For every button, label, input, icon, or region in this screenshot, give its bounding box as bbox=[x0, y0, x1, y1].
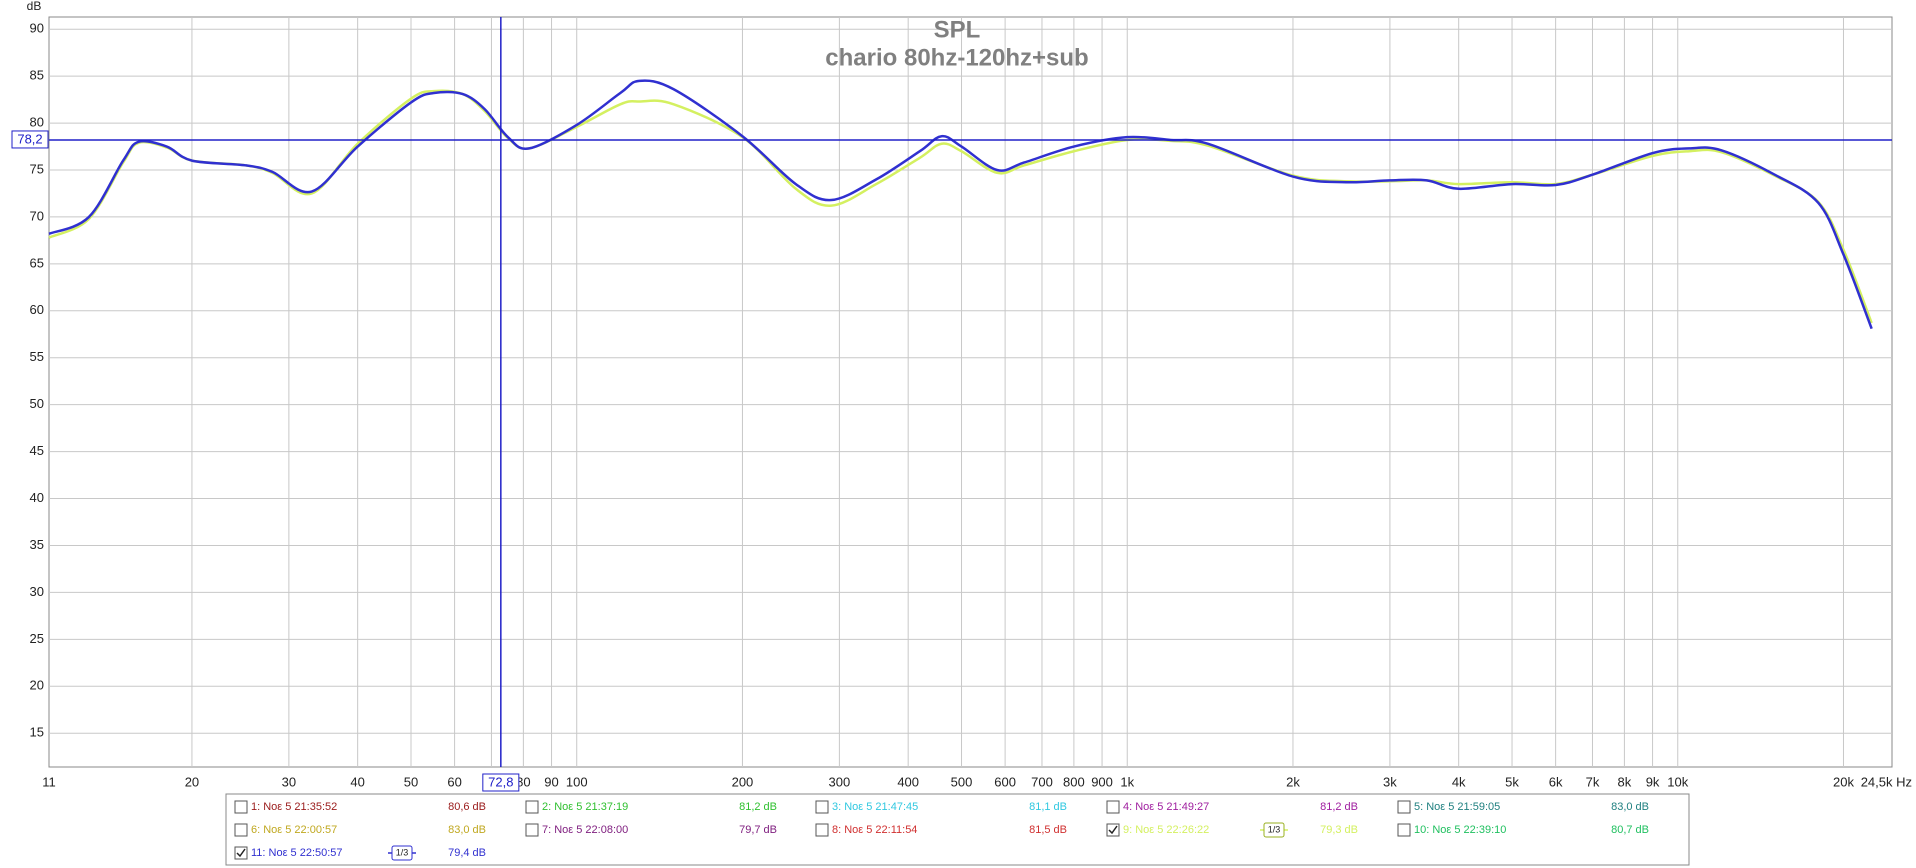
x-tick-label: 200 bbox=[732, 774, 754, 789]
y-tick-label: 65 bbox=[30, 255, 44, 270]
y-tick-label: 35 bbox=[30, 537, 44, 552]
legend-entry[interactable]: 1: Νοε 5 21:35:52 bbox=[251, 801, 337, 813]
legend-box bbox=[225, 793, 1690, 866]
legend-checkbox[interactable] bbox=[1397, 800, 1411, 814]
legend-entry[interactable]: 3: Νοε 5 21:47:45 bbox=[832, 801, 918, 813]
x-tick-label: 60 bbox=[447, 774, 461, 789]
cursor-y-label: 78,2 bbox=[17, 131, 42, 146]
legend-entry[interactable]: 7: Νοε 5 22:08:00 bbox=[542, 824, 628, 836]
smoothing-label: 1/3 bbox=[396, 847, 409, 857]
y-tick-label: 55 bbox=[30, 349, 44, 364]
y-tick-label: 15 bbox=[30, 725, 44, 740]
x-tick-label: 3k bbox=[1383, 774, 1397, 789]
cursor-y-box bbox=[11, 130, 49, 149]
x-tick-label: 6k bbox=[1549, 774, 1563, 789]
y-tick-label: 30 bbox=[30, 584, 44, 599]
legend-checkbox[interactable] bbox=[234, 800, 248, 814]
legend-level: 83,0 dB bbox=[1611, 801, 1649, 813]
x-tick-label: 11 bbox=[42, 774, 56, 789]
x-tick-label: 20k bbox=[1833, 774, 1854, 789]
y-tick-label: 20 bbox=[30, 678, 44, 693]
x-tick-label: 5k bbox=[1505, 774, 1519, 789]
x-tick-label: 8k bbox=[1618, 774, 1632, 789]
legend-level: 81,5 dB bbox=[1029, 824, 1067, 836]
legend-level: 80,6 dB bbox=[448, 801, 486, 813]
y-tick-label: 50 bbox=[30, 396, 44, 411]
y-tick-label: 75 bbox=[30, 161, 44, 176]
y-tick-label: 45 bbox=[30, 443, 44, 458]
y-tick-label: 80 bbox=[30, 115, 44, 130]
legend-checkbox[interactable] bbox=[815, 800, 829, 814]
legend-entry[interactable]: 8: Νοε 5 22:11:54 bbox=[832, 824, 917, 836]
x-tick-label: 30 bbox=[282, 774, 296, 789]
y-tick-label: 85 bbox=[30, 68, 44, 83]
x-tick-label: 800 bbox=[1063, 774, 1085, 789]
legend-level: 79,7 dB bbox=[739, 824, 777, 836]
y-tick-label: 40 bbox=[30, 490, 44, 505]
legend-level: 79,3 dB bbox=[1320, 824, 1358, 836]
x-tick-label: 40 bbox=[350, 774, 364, 789]
x-tick-label: 9k bbox=[1646, 774, 1660, 789]
x-tick-label: 50 bbox=[404, 774, 418, 789]
plot-area bbox=[48, 16, 1893, 768]
y-axis-label: dB bbox=[27, 0, 42, 13]
legend-checkmark bbox=[1108, 825, 1118, 835]
legend-checkbox[interactable] bbox=[1106, 823, 1120, 837]
x-tick-label: 600 bbox=[994, 774, 1016, 789]
x-tick-label: 500 bbox=[951, 774, 973, 789]
legend-checkbox[interactable] bbox=[234, 846, 248, 860]
legend-entry[interactable]: 9: Νοε 5 22:26:22 bbox=[1123, 824, 1209, 836]
legend-checkbox[interactable] bbox=[815, 823, 829, 837]
legend-checkbox[interactable] bbox=[1397, 823, 1411, 837]
legend-checkbox[interactable] bbox=[234, 823, 248, 837]
x-tick-label: 80 bbox=[516, 774, 530, 789]
x-tick-label: 90 bbox=[544, 774, 558, 789]
x-tick-label: 4k bbox=[1452, 774, 1466, 789]
cursor-x-label: 72,8 bbox=[488, 774, 513, 789]
x-tick-label: 20 bbox=[185, 774, 199, 789]
legend-checkbox[interactable] bbox=[525, 823, 539, 837]
x-tick-label: 7k bbox=[1586, 774, 1600, 789]
legend-entry[interactable]: 11: Νοε 5 22:50:57 bbox=[251, 847, 343, 859]
x-tick-label: 10k bbox=[1667, 774, 1688, 789]
legend-level: 83,0 dB bbox=[448, 824, 486, 836]
smoothing-box bbox=[391, 845, 413, 861]
legend-entry[interactable]: 4: Νοε 5 21:49:27 bbox=[1123, 801, 1209, 813]
legend-level: 79,4 dB bbox=[448, 847, 486, 859]
chart-subtitle: chario 80hz-120hz+sub bbox=[825, 44, 1088, 71]
legend-level: 81,2 dB bbox=[739, 801, 777, 813]
x-tick-label: 300 bbox=[829, 774, 851, 789]
x-tick-label: 100 bbox=[566, 774, 588, 789]
x-tick-label: 900 bbox=[1091, 774, 1113, 789]
y-tick-label: 25 bbox=[30, 631, 44, 646]
legend-level: 81,2 dB bbox=[1320, 801, 1358, 813]
legend-entry[interactable]: 6: Νοε 5 22:00:57 bbox=[251, 824, 337, 836]
y-tick-label: 60 bbox=[30, 302, 44, 317]
legend-entry[interactable]: 2: Νοε 5 21:37:19 bbox=[542, 801, 628, 813]
smoothing-label: 1/3 bbox=[1268, 824, 1281, 834]
legend-entry[interactable]: 5: Νοε 5 21:59:05 bbox=[1414, 801, 1500, 813]
x-tick-label: 2k bbox=[1286, 774, 1300, 789]
spl-curve bbox=[48, 79, 1873, 330]
chart-title: SPL bbox=[934, 16, 981, 43]
x-tick-label: 1k bbox=[1120, 774, 1134, 789]
y-tick-label: 70 bbox=[30, 208, 44, 223]
y-tick-label: 90 bbox=[30, 21, 44, 36]
x-tick-label: 700 bbox=[1031, 774, 1053, 789]
smoothing-box bbox=[1263, 822, 1285, 838]
legend-checkbox[interactable] bbox=[525, 800, 539, 814]
cursor-x-box bbox=[482, 773, 520, 792]
legend-level: 80,7 dB bbox=[1611, 824, 1649, 836]
x-tick-label: 24,5k Hz bbox=[1861, 774, 1912, 789]
legend-checkmark bbox=[236, 848, 246, 858]
legend-checkbox[interactable] bbox=[1106, 800, 1120, 814]
legend-level: 81,1 dB bbox=[1029, 801, 1067, 813]
legend-entry[interactable]: 10: Νοε 5 22:39:10 bbox=[1414, 824, 1506, 836]
x-tick-label: 400 bbox=[897, 774, 919, 789]
